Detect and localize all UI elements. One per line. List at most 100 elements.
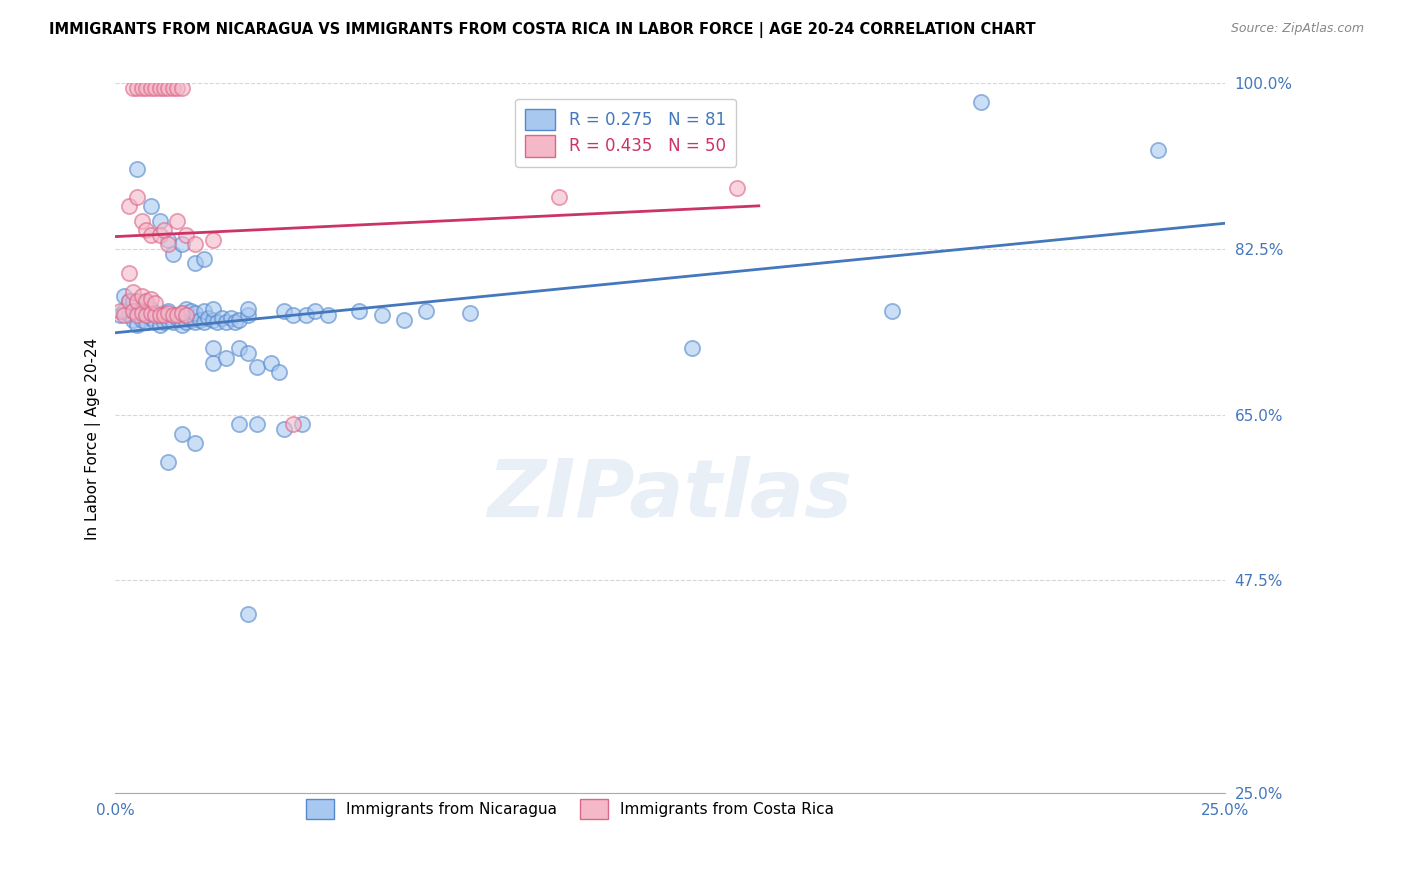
Point <box>201 233 224 247</box>
Point <box>281 417 304 432</box>
Point <box>117 294 139 309</box>
Point <box>135 294 157 309</box>
Point <box>162 247 184 261</box>
Point <box>184 315 207 329</box>
Point <box>180 303 202 318</box>
Point <box>681 342 703 356</box>
Point <box>219 311 242 326</box>
Point <box>180 313 202 327</box>
Point <box>880 303 903 318</box>
Point <box>193 252 215 266</box>
Point <box>273 422 295 436</box>
Point <box>127 161 149 176</box>
Point <box>157 305 180 319</box>
Point <box>135 81 157 95</box>
Legend: Immigrants from Nicaragua, Immigrants from Costa Rica: Immigrants from Nicaragua, Immigrants fr… <box>301 793 839 825</box>
Point <box>162 315 184 329</box>
Point <box>201 313 224 327</box>
Point <box>135 305 157 319</box>
Point <box>201 342 224 356</box>
Point <box>143 81 166 95</box>
Point <box>153 315 176 329</box>
Point <box>139 292 162 306</box>
Point <box>304 303 326 318</box>
Point <box>207 315 229 329</box>
Point <box>259 356 281 370</box>
Point <box>148 309 170 323</box>
Point <box>246 360 269 375</box>
Point <box>117 309 139 323</box>
Point <box>148 309 170 323</box>
Point <box>174 301 197 316</box>
Point <box>122 285 145 299</box>
Point <box>143 309 166 323</box>
Point <box>162 81 184 95</box>
Point <box>184 256 207 270</box>
Point <box>197 311 219 326</box>
Point <box>170 318 193 332</box>
Point <box>135 309 157 323</box>
Point <box>143 296 166 310</box>
Point <box>122 294 145 309</box>
Point <box>174 227 197 242</box>
Point <box>148 318 170 332</box>
Point <box>139 301 162 316</box>
Point <box>166 311 188 326</box>
Point <box>162 309 184 323</box>
Point <box>184 237 207 252</box>
Point <box>166 309 188 323</box>
Point <box>148 213 170 227</box>
Point <box>117 199 139 213</box>
Point <box>415 303 437 318</box>
Point <box>166 81 188 95</box>
Point <box>122 313 145 327</box>
Point <box>188 313 211 327</box>
Point <box>157 233 180 247</box>
Text: IMMIGRANTS FROM NICARAGUA VS IMMIGRANTS FROM COSTA RICA IN LABOR FORCE | AGE 20-: IMMIGRANTS FROM NICARAGUA VS IMMIGRANTS … <box>49 22 1036 38</box>
Point <box>148 81 170 95</box>
Point <box>215 315 238 329</box>
Point <box>291 417 314 432</box>
Point <box>211 311 233 326</box>
Point <box>108 303 131 318</box>
Point <box>228 313 250 327</box>
Point <box>122 303 145 318</box>
Point <box>112 303 135 318</box>
Text: Source: ZipAtlas.com: Source: ZipAtlas.com <box>1230 22 1364 36</box>
Point <box>370 309 392 323</box>
Point <box>166 213 188 227</box>
Point <box>157 303 180 318</box>
Point <box>157 81 180 95</box>
Point <box>548 190 571 204</box>
Point <box>970 95 993 110</box>
Point <box>135 315 157 329</box>
Point <box>184 305 207 319</box>
Point <box>238 346 260 360</box>
Point <box>127 294 149 309</box>
Point <box>127 190 149 204</box>
Point <box>246 417 269 432</box>
Point <box>201 356 224 370</box>
Point <box>157 313 180 327</box>
Point <box>174 309 197 323</box>
Point <box>238 301 260 316</box>
Point <box>174 315 197 329</box>
Point <box>349 303 371 318</box>
Point <box>458 305 481 319</box>
Point <box>127 309 149 323</box>
Point <box>131 213 153 227</box>
Point <box>139 81 162 95</box>
Point <box>131 301 153 316</box>
Point <box>170 305 193 319</box>
Point <box>153 309 176 323</box>
Y-axis label: In Labor Force | Age 20-24: In Labor Force | Age 20-24 <box>86 337 101 540</box>
Point <box>170 305 193 319</box>
Point <box>238 309 260 323</box>
Point <box>193 315 215 329</box>
Point <box>184 436 207 450</box>
Point <box>228 342 250 356</box>
Point <box>215 351 238 365</box>
Point <box>135 294 157 309</box>
Point <box>139 227 162 242</box>
Point <box>122 81 145 95</box>
